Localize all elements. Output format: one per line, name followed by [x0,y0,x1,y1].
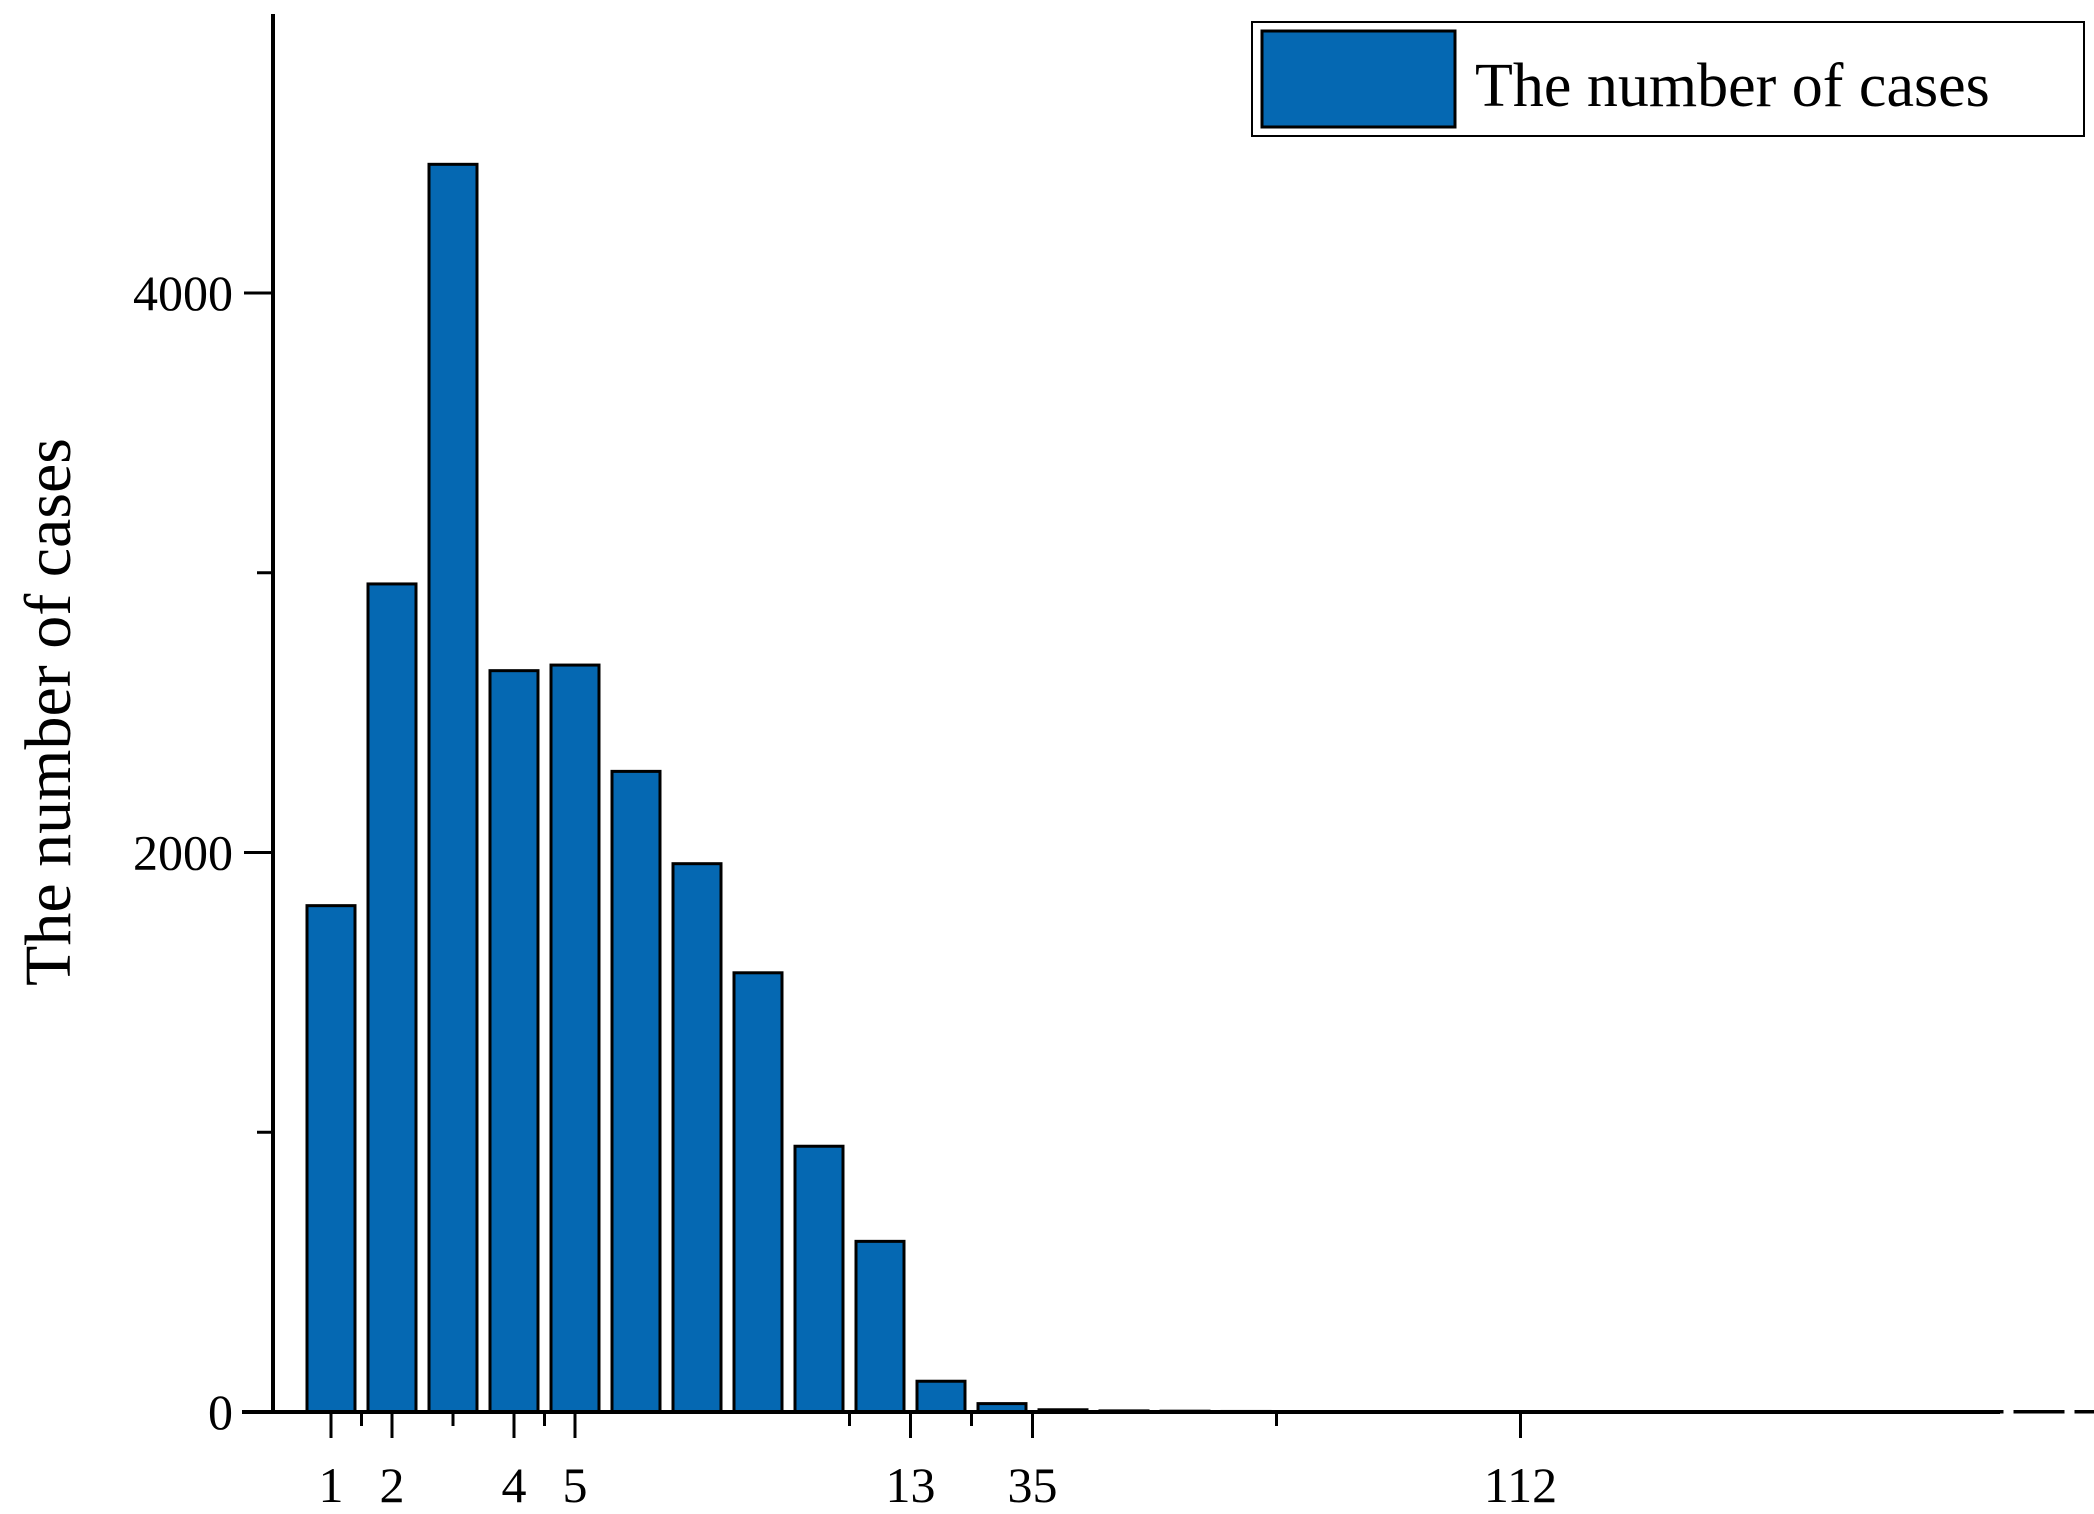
bar-7 [732,971,784,1414]
x-tick-label-2: 2 [380,1457,405,1513]
bar-4 [549,663,601,1414]
x-tick-label-35: 35 [1008,1457,1058,1513]
x-tick-label-1: 1 [319,1457,344,1513]
x-tick-label-112: 112 [1484,1457,1557,1513]
x-tick-label-4: 4 [502,1457,527,1513]
bar-9 [854,1239,906,1414]
y-tick-label-1: 2000 [133,825,233,881]
bar-1 [366,582,418,1414]
bar-0 [305,904,357,1414]
bar-6 [671,862,723,1414]
x-ticks-group: 1 2 4 5 13 35 112 [319,1412,1557,1513]
legend-label: The number of cases [1475,52,1990,120]
bars-group [305,162,2094,1414]
bar-10 [915,1379,967,1414]
bar-28 [2013,1410,2065,1414]
legend-swatch [1260,29,1457,129]
bar-5 [610,769,662,1414]
legend: The number of cases [1251,21,2085,137]
x-tick-label-5: 5 [563,1457,588,1513]
y-ticks-group: 0 2000 4000 [133,265,273,1440]
y-axis-title: The number of cases [12,438,85,986]
x-tick-label-13: 13 [886,1457,936,1513]
bar-8 [793,1144,845,1414]
y-tick-label-2: 4000 [133,265,233,321]
bar-2 [427,162,479,1414]
y-tick-label-0: 0 [208,1384,233,1440]
bar-29 [2074,1410,2094,1414]
bar-3 [488,669,540,1414]
